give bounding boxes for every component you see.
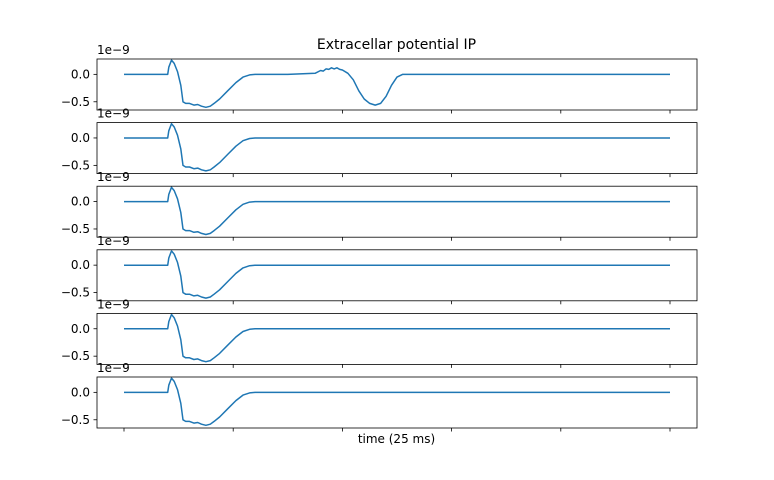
y-tick-label: −0.5: [61, 286, 90, 300]
axes-frame: [96, 122, 698, 174]
scale-offset-label: 1e−9: [97, 170, 130, 184]
series-line-5: [124, 313, 670, 363]
y-tick-label: −0.5: [61, 413, 90, 427]
series-line-3: [124, 186, 670, 236]
axes-frame: [96, 249, 698, 302]
y-tick-label: 0.0: [71, 67, 90, 81]
subplot-5: 0.0 −0.5 1e−9: [61, 297, 698, 368]
y-tick-label: 0.0: [71, 131, 90, 145]
y-tick-label: 0.0: [71, 385, 90, 399]
axes-frame: [96, 58, 698, 111]
series-line-4: [124, 250, 670, 299]
y-tick-label: 0.0: [71, 195, 90, 209]
subplot-6: 0.0 −0.5 1e−9: [61, 361, 698, 432]
scale-offset-label: 1e−9: [97, 297, 130, 311]
series-line-2: [124, 122, 670, 172]
y-tick-label: −0.5: [61, 158, 90, 172]
series-line-6: [124, 377, 670, 427]
x-axis-label: time (25 ms): [358, 432, 435, 446]
y-tick-label: −0.5: [61, 222, 90, 236]
series-line-1: [124, 59, 670, 109]
chart-title: Extracellar potential IP: [317, 37, 476, 53]
axes-frame: [96, 185, 698, 238]
y-tick-label: −0.5: [61, 349, 90, 363]
subplot-stack: 0.0 −0.5 1e−9 0.0 −0.5 1e−9 0.0 −0.5 1e−9 0.0 −0.5…: [61, 43, 698, 432]
scale-offset-label: 1e−9: [97, 361, 130, 375]
scale-offset-label: 1e−9: [97, 234, 130, 248]
axes-frame: [96, 312, 698, 365]
y-tick-label: 0.0: [71, 322, 90, 336]
axes-frame: [96, 376, 698, 429]
scale-offset-label: 1e−9: [97, 107, 130, 121]
subplot-2: 0.0 −0.5 1e−9: [61, 107, 698, 178]
y-tick-label: 0.0: [71, 258, 90, 272]
subplot-4: 0.0 −0.5 1e−9: [61, 234, 698, 305]
subplot-3: 0.0 −0.5 1e−9: [61, 170, 698, 241]
y-tick-label: −0.5: [61, 95, 90, 109]
scale-offset-label: 1e−9: [97, 43, 130, 57]
subplot-1: 0.0 −0.5 1e−9: [61, 43, 698, 114]
